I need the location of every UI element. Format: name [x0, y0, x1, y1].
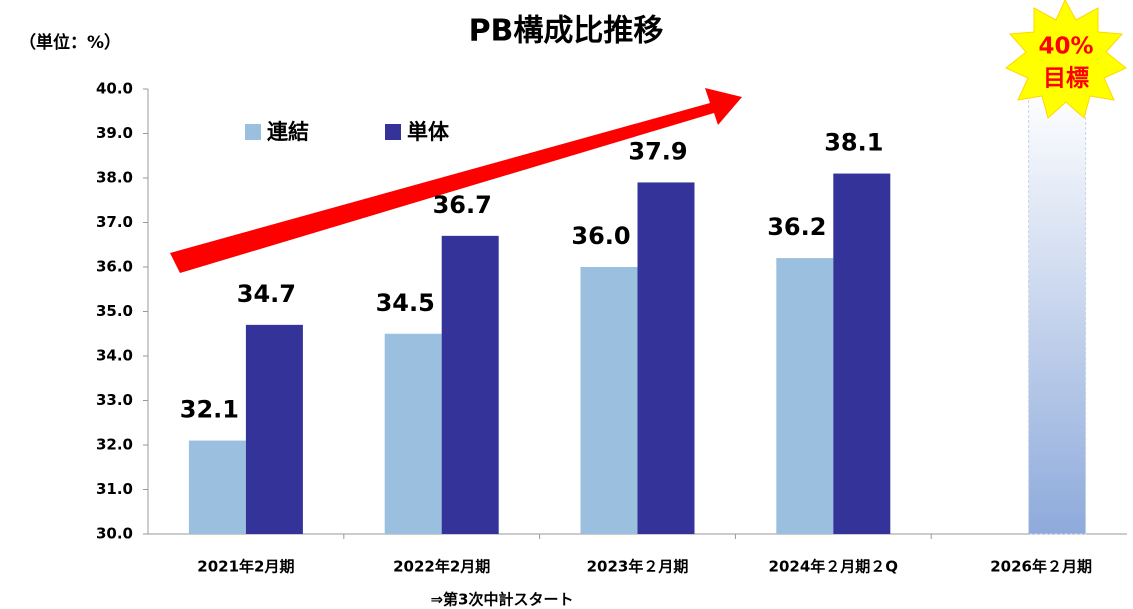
target-bar	[1028, 88, 1087, 535]
y-tick-label: 33.0	[96, 391, 133, 409]
target-label: 40%	[1038, 34, 1093, 60]
x-tick-label: 2026年２月期	[990, 558, 1092, 576]
y-tick-label: 36.0	[96, 258, 133, 276]
target-label: 目標	[1043, 66, 1089, 92]
bar	[384, 333, 442, 534]
x-tick-label: 2023年２月期	[587, 558, 689, 576]
bar	[580, 267, 638, 534]
x-tick-label: 2024年２月期２Q	[769, 558, 899, 576]
unit-label: （単位：%）	[19, 32, 121, 53]
y-tick-label: 39.0	[96, 124, 133, 142]
x-tick-label: 2022年2月期	[393, 558, 490, 576]
y-tick-label: 38.0	[96, 169, 133, 187]
value-label: 38.1	[824, 129, 883, 157]
y-tick-label: 40.0	[96, 80, 133, 98]
y-tick-label: 35.0	[96, 302, 133, 320]
y-tick-label: 37.0	[96, 213, 133, 231]
bar	[441, 235, 499, 534]
value-label: 36.0	[571, 222, 630, 250]
legend-label: 連結	[267, 120, 309, 144]
chart-title: PB構成比推移	[469, 14, 664, 49]
y-tick-label: 31.0	[96, 480, 133, 498]
legend-swatch	[245, 124, 261, 140]
x-tick-label: 2021年2月期	[197, 558, 294, 576]
target-burst	[1005, 0, 1127, 119]
value-label: 36.2	[767, 213, 826, 241]
bar	[188, 440, 246, 534]
y-tick-label: 32.0	[96, 436, 133, 454]
bar	[637, 182, 695, 534]
legend-swatch	[385, 124, 401, 140]
bar	[245, 324, 303, 534]
y-tick-label: 34.0	[96, 347, 133, 365]
value-label: 34.5	[376, 289, 435, 317]
trend-arrow	[170, 88, 742, 273]
value-label: 36.7	[433, 191, 492, 219]
value-label: 37.9	[628, 137, 687, 165]
bar	[776, 258, 834, 534]
value-label: 34.7	[237, 280, 296, 308]
annotation: ⇒第3次中計スタート	[430, 591, 573, 609]
bar	[833, 173, 891, 535]
y-tick-label: 30.0	[96, 525, 133, 543]
value-label: 32.1	[180, 396, 239, 424]
legend-label: 単体	[407, 120, 450, 144]
